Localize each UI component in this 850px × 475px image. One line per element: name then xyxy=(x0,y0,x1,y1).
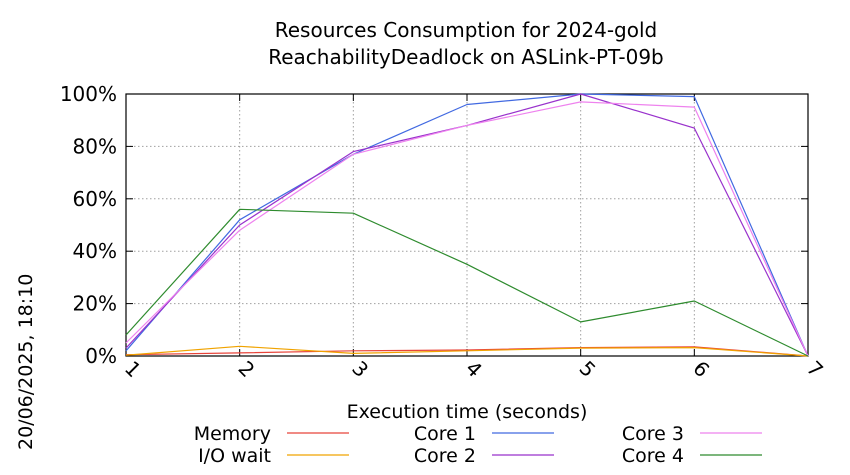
timestamp-label: 20/06/2025, 18:10 xyxy=(15,274,37,450)
y-tick-label: 40% xyxy=(73,239,117,263)
x-tick-label: 4 xyxy=(461,356,487,382)
legend-label-core-2: Core 2 xyxy=(414,445,476,467)
y-tick-label: 0% xyxy=(85,344,117,368)
y-tick-label: 20% xyxy=(73,292,117,316)
series-line-i-o-wait xyxy=(125,345,809,357)
y-tick-label: 60% xyxy=(73,187,117,211)
series-line-core-3 xyxy=(125,101,809,357)
grid xyxy=(126,94,808,356)
x-tick-label: 3 xyxy=(347,356,373,382)
x-axis-ticks: 1 2 3 4 5 6 7 xyxy=(120,94,828,382)
legend-label-core-1: Core 1 xyxy=(414,423,476,445)
legend-label-core-4: Core 4 xyxy=(622,445,684,467)
chart-title-line-1: Resources Consumption for 2024-gold xyxy=(275,18,657,42)
x-tick-label: 2 xyxy=(234,356,260,382)
x-tick-label: 1 xyxy=(120,356,146,382)
series-line-core-4 xyxy=(125,208,809,357)
series-layer xyxy=(125,93,809,357)
y-tick-label: 100% xyxy=(60,82,117,106)
chart-title-line-2: ReachabilityDeadlock on ASLink-PT-09b xyxy=(268,45,664,69)
y-tick-label: 80% xyxy=(73,134,117,158)
x-tick-label: 6 xyxy=(688,356,714,382)
legend-label-core-3: Core 3 xyxy=(622,423,684,445)
y-axis-ticks: 0% 20% 40% 60% 80% 100% xyxy=(60,82,808,368)
series-line-memory xyxy=(125,346,809,357)
chart-title: Resources Consumption for 2024-gold Reac… xyxy=(268,18,664,69)
legend-label-i-o-wait: I/O wait xyxy=(198,445,271,467)
x-axis-label: Execution time (seconds) xyxy=(347,401,588,423)
x-tick-label: 5 xyxy=(575,356,601,382)
series-line-core-1 xyxy=(125,93,809,357)
x-tick-label: 7 xyxy=(802,356,828,382)
legend-label-memory: Memory xyxy=(194,423,271,445)
